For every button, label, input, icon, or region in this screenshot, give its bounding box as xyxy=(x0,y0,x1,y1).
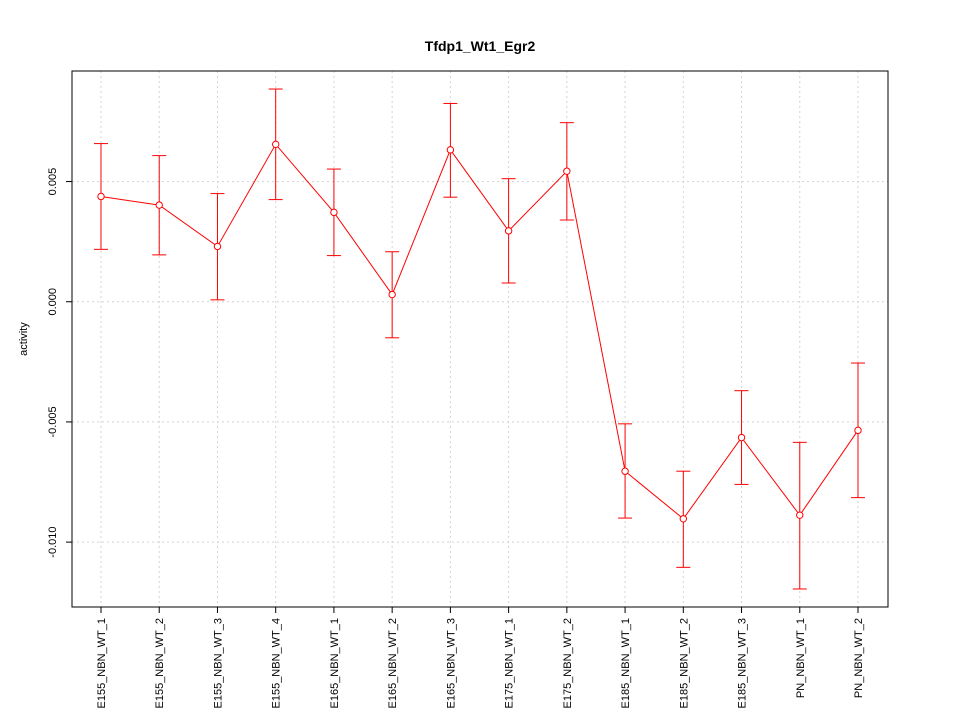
data-point xyxy=(330,208,338,217)
y-tick-label: 0.000 xyxy=(47,288,59,316)
x-tick-label: E185_NBN_WT_2 xyxy=(678,618,690,709)
x-tick-label: E185_NBN_WT_1 xyxy=(620,618,632,709)
data-point xyxy=(679,515,688,523)
chart-title: Tfdp1_Wt1_Egr2 xyxy=(425,38,536,54)
data-points xyxy=(97,140,862,523)
x-tick-label: E165_NBN_WT_1 xyxy=(329,618,341,709)
data-point xyxy=(155,201,163,209)
data-point xyxy=(271,140,280,149)
data-point xyxy=(97,192,105,201)
data-point xyxy=(737,433,746,442)
y-tick-label: 0.005 xyxy=(47,168,59,196)
x-axis: E155_NBN_WT_1 E155_NBN_WT_2 E155_NBN_WT_3 E… xyxy=(96,606,865,709)
data-point xyxy=(446,146,455,154)
x-tick-label: E165_NBN_WT_2 xyxy=(387,618,399,709)
y-axis: 0.005 0.000 -0.005 -0.010 xyxy=(47,168,73,558)
x-tick-label: E185_NBN_WT_3 xyxy=(737,618,749,709)
x-tick-label: E155_NBN_WT_4 xyxy=(271,618,283,709)
series-line xyxy=(100,143,859,520)
x-tick-label: E155_NBN_WT_2 xyxy=(154,618,166,709)
data-point xyxy=(504,227,513,235)
data-point xyxy=(213,242,222,251)
data-point xyxy=(854,426,862,435)
y-tick-label: -0.005 xyxy=(47,406,59,437)
y-tick-label: -0.010 xyxy=(47,527,59,558)
data-point xyxy=(621,467,629,475)
x-tick-label: E155_NBN_WT_1 xyxy=(96,618,108,709)
x-tick-label: E175_NBN_WT_1 xyxy=(504,618,516,709)
x-tick-label: PN_NBN_WT_2 xyxy=(853,618,865,698)
data-point xyxy=(563,167,571,175)
series-path xyxy=(100,143,859,520)
x-tick-label: E155_NBN_WT_3 xyxy=(212,618,224,709)
x-tick-label: E175_NBN_WT_2 xyxy=(562,618,574,709)
data-point xyxy=(796,511,804,519)
data-point xyxy=(388,290,396,299)
x-tick-label: E165_NBN_WT_3 xyxy=(445,618,457,709)
y-axis-label: activity xyxy=(18,322,30,356)
x-tick-label: PN_NBN_WT_1 xyxy=(795,618,807,698)
